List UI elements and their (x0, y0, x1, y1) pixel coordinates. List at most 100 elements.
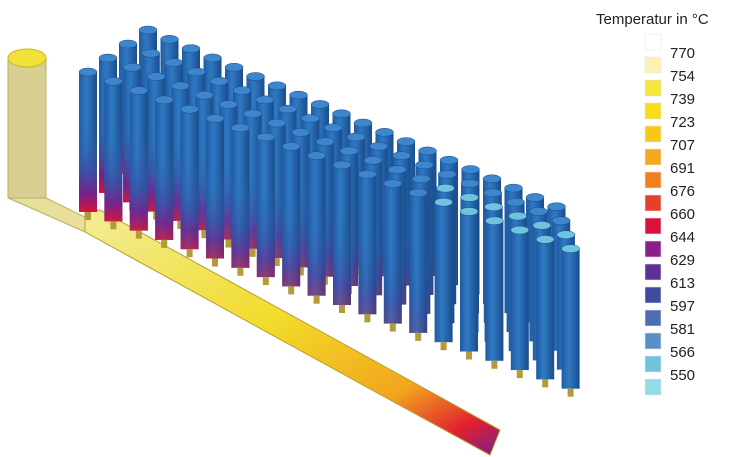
legend-swatch (645, 333, 661, 349)
pin-top (139, 26, 157, 34)
pin-top (231, 124, 249, 132)
pin (358, 170, 376, 322)
pin-heat (79, 121, 97, 212)
legend-title: Temperatur in °C (596, 11, 709, 28)
pin-top (247, 73, 265, 81)
legend-swatch (645, 287, 661, 303)
pin-top (552, 217, 570, 225)
legend-label: 581 (670, 321, 695, 338)
pin-foot (187, 249, 193, 257)
pin-top (483, 175, 501, 183)
pin-heat (384, 233, 402, 324)
pin-foot (226, 240, 232, 248)
legend-label: 550 (670, 367, 695, 384)
pin-top (364, 156, 382, 164)
pin-top (536, 235, 554, 243)
pin-foot (136, 231, 142, 239)
pin (409, 189, 427, 341)
pin-top (557, 231, 575, 239)
pin-foot (288, 286, 294, 294)
legend-swatch (645, 379, 661, 395)
legend-label: 566 (670, 344, 695, 361)
pin-top (529, 207, 547, 215)
legend-label: 676 (670, 183, 695, 200)
pin-foot (364, 314, 370, 322)
legend-swatch (645, 57, 661, 73)
pin-top (562, 245, 580, 253)
pin-top (485, 203, 503, 211)
pin-foot (263, 277, 269, 285)
legend-swatch (645, 149, 661, 165)
pin-top (279, 105, 297, 113)
pin-top (130, 87, 148, 95)
pin-body (435, 202, 453, 342)
legend-swatch (645, 264, 661, 280)
legend-label: 597 (670, 298, 695, 315)
pin-top (316, 138, 334, 146)
legend-swatch (645, 310, 661, 326)
pin (155, 96, 173, 248)
legend-swatch (645, 126, 661, 142)
legend-swatch (645, 218, 661, 234)
pin (308, 152, 326, 304)
legend-swatch (645, 172, 661, 188)
pin-heat (130, 140, 148, 231)
pin (536, 235, 554, 387)
pin-top (460, 208, 478, 216)
pin-heat (231, 177, 249, 268)
pin-top (347, 133, 365, 141)
pin-top (244, 110, 262, 118)
pin-top (340, 147, 358, 155)
pin-top (461, 194, 479, 202)
pin-foot (339, 305, 345, 313)
pin-top (257, 133, 275, 141)
pin-heat (155, 149, 173, 240)
legend-label: 770 (670, 45, 695, 62)
pin (511, 226, 529, 378)
legend-label: 644 (670, 229, 695, 246)
pin-top (292, 128, 310, 136)
pin-foot (237, 268, 243, 276)
pin-top (256, 96, 274, 104)
pin-top (220, 101, 238, 109)
legend-label: 739 (670, 91, 695, 108)
pin (231, 124, 249, 276)
pin-top (388, 166, 406, 174)
pin (435, 198, 453, 350)
legend-label: 613 (670, 275, 695, 292)
pin-top (225, 63, 243, 71)
pin-top (370, 142, 388, 150)
pin-top (233, 87, 251, 95)
pin-heat (206, 168, 224, 259)
pin-heat (409, 242, 427, 333)
pin-top (268, 82, 286, 90)
pin-top (210, 77, 228, 85)
pin-top (412, 175, 430, 183)
pin-top (397, 138, 415, 146)
legend-label: 629 (670, 252, 695, 269)
pin-body (562, 249, 580, 389)
pin (282, 142, 300, 294)
legend-label: 660 (670, 206, 695, 223)
pin-top (104, 77, 122, 85)
pin-top (301, 114, 319, 122)
pin-top (155, 96, 173, 104)
pin (485, 217, 503, 369)
pin-top (142, 49, 160, 57)
pin-top (99, 54, 117, 62)
pin-top (462, 166, 480, 174)
pin-top (79, 68, 97, 76)
legend-swatch (645, 241, 661, 257)
pin-top (161, 35, 179, 43)
pin-top (435, 198, 453, 206)
pin-top (308, 152, 326, 160)
pin-top (206, 115, 224, 123)
pin-body (536, 239, 554, 379)
simulation-view: Temperatur in °C 77075473972370769167666… (0, 0, 740, 457)
pin-top (533, 221, 551, 229)
pin-top (147, 73, 165, 81)
legend: 7707547397237076916766606446296135975815… (645, 34, 695, 395)
pin-top (182, 45, 200, 53)
pin-foot (390, 324, 396, 332)
pin (104, 77, 122, 229)
